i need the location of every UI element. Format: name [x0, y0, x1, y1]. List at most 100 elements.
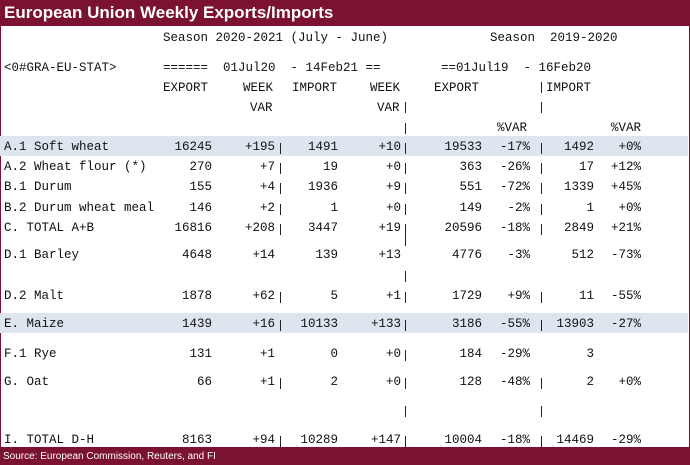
cell-import-prior: 3 [586, 347, 594, 361]
column-separator [541, 436, 542, 447]
column-separator [405, 183, 406, 194]
cell-iwvar: +9 [385, 180, 401, 194]
cell-export: 270 [189, 160, 212, 174]
cell-import-pct: +12% [610, 160, 641, 174]
cell-label: I. TOTAL D-H [4, 433, 95, 447]
cell-iwvar: +0 [385, 347, 401, 361]
cell-export-prior: 4776 [451, 248, 482, 262]
cell-export-prior: 20596 [444, 221, 482, 235]
column-separator [541, 183, 542, 194]
cell-iwvar: +0 [385, 160, 401, 174]
cell-import-pct: -27% [610, 317, 641, 331]
cell-export: 16816 [174, 221, 212, 235]
cell-label: G. Oat [4, 375, 50, 389]
cell-import: 0 [330, 347, 338, 361]
cell-import: 2 [330, 375, 338, 389]
cell-wvar: +2 [259, 201, 275, 215]
cell-import-pct: -29% [610, 433, 641, 447]
column-separator [280, 163, 281, 174]
cell-import-pct: +0% [618, 140, 641, 154]
cell-wvar: +208 [244, 221, 275, 235]
cell-wvar: +62 [252, 289, 275, 303]
cell-import-prior: 13903 [556, 317, 594, 331]
cell-wvar: +7 [259, 160, 275, 174]
column-separator [405, 102, 406, 113]
cell-export: 1439 [181, 317, 212, 331]
cell-iwvar: +10 [378, 140, 401, 154]
cell-iwvar: +1 [385, 289, 401, 303]
cell-import-prior: 11 [578, 289, 594, 303]
cell-export-pct: -55% [499, 317, 530, 331]
cell-iwvar: +0 [385, 375, 401, 389]
cell-export-prior: 363 [459, 160, 482, 174]
column-separator [280, 183, 281, 194]
cell-export: 8163 [181, 433, 212, 447]
cell-label: D.2 Malt [4, 289, 65, 303]
date-range-current: ====== 01Jul20 - 14Feb21 == [163, 61, 381, 75]
cell-import-prior: 1 [586, 201, 594, 215]
cell-export-pct: -2% [507, 201, 530, 215]
column-separator [541, 224, 542, 235]
cell-label: F.1 Rye [4, 347, 57, 361]
column-separator [405, 292, 406, 303]
column-separator [280, 204, 281, 215]
cell-export: 1878 [181, 289, 212, 303]
column-separator [541, 82, 542, 93]
cell-label: C. TOTAL A+B [4, 221, 95, 235]
column-separator [405, 204, 406, 215]
header-var: VAR [250, 101, 273, 115]
cell-iwvar: +19 [378, 221, 401, 235]
cell-iwvar: +13 [378, 248, 401, 262]
column-separator [405, 235, 406, 246]
column-separator [405, 406, 406, 417]
cell-export: 155 [189, 180, 212, 194]
cell-export-prior: 184 [459, 347, 482, 361]
cell-wvar: +16 [252, 317, 275, 331]
cell-import-prior: 512 [571, 248, 594, 262]
cell-import-prior: 1339 [563, 180, 594, 194]
column-separator [280, 378, 281, 389]
cell-import: 3447 [307, 221, 338, 235]
header-week: WEEK [243, 81, 274, 95]
header-pct-var-import: %VAR [611, 121, 642, 135]
cell-import-prior: 14469 [556, 433, 594, 447]
column-separator [541, 204, 542, 215]
report-title: European Union Weekly Exports/Imports [0, 0, 690, 26]
cell-wvar: +1 [259, 375, 275, 389]
cell-export: 16245 [174, 140, 212, 154]
column-separator [541, 292, 542, 303]
cell-wvar: +1 [259, 347, 275, 361]
header-var-import: VAR [377, 101, 400, 115]
cell-export-pct: -29% [499, 347, 530, 361]
cell-import-prior: 2 [586, 375, 594, 389]
column-separator [405, 271, 406, 282]
cell-wvar: +195 [244, 140, 275, 154]
column-separator [405, 436, 406, 447]
cell-export-prior: 19533 [444, 140, 482, 154]
season-current: Season 2020-2021 (July - June) [163, 31, 389, 45]
header-export: EXPORT [163, 81, 209, 95]
column-separator [280, 224, 281, 235]
column-separator [405, 378, 406, 389]
column-separator [280, 436, 281, 447]
cell-export-prior: 128 [459, 375, 482, 389]
cell-export-pct: -48% [499, 375, 530, 389]
column-separator [405, 320, 406, 331]
cell-export-pct: -72% [499, 180, 530, 194]
cell-label: B.1 Durum [4, 180, 72, 194]
cell-export-prior: 3186 [451, 317, 482, 331]
cell-import: 5 [330, 289, 338, 303]
cell-import: 19 [322, 160, 338, 174]
cell-export-prior: 1729 [451, 289, 482, 303]
cell-label: E. Maize [4, 317, 65, 331]
cell-label: D.1 Barley [4, 248, 80, 262]
cell-export-pct: -26% [499, 160, 530, 174]
cell-wvar: +4 [259, 180, 275, 194]
column-separator [280, 320, 281, 331]
cell-import: 139 [315, 248, 338, 262]
column-separator [405, 224, 406, 235]
column-separator [405, 143, 406, 154]
cell-wvar: +94 [252, 433, 275, 447]
cell-import: 1936 [307, 180, 338, 194]
cell-import-prior: 2849 [563, 221, 594, 235]
